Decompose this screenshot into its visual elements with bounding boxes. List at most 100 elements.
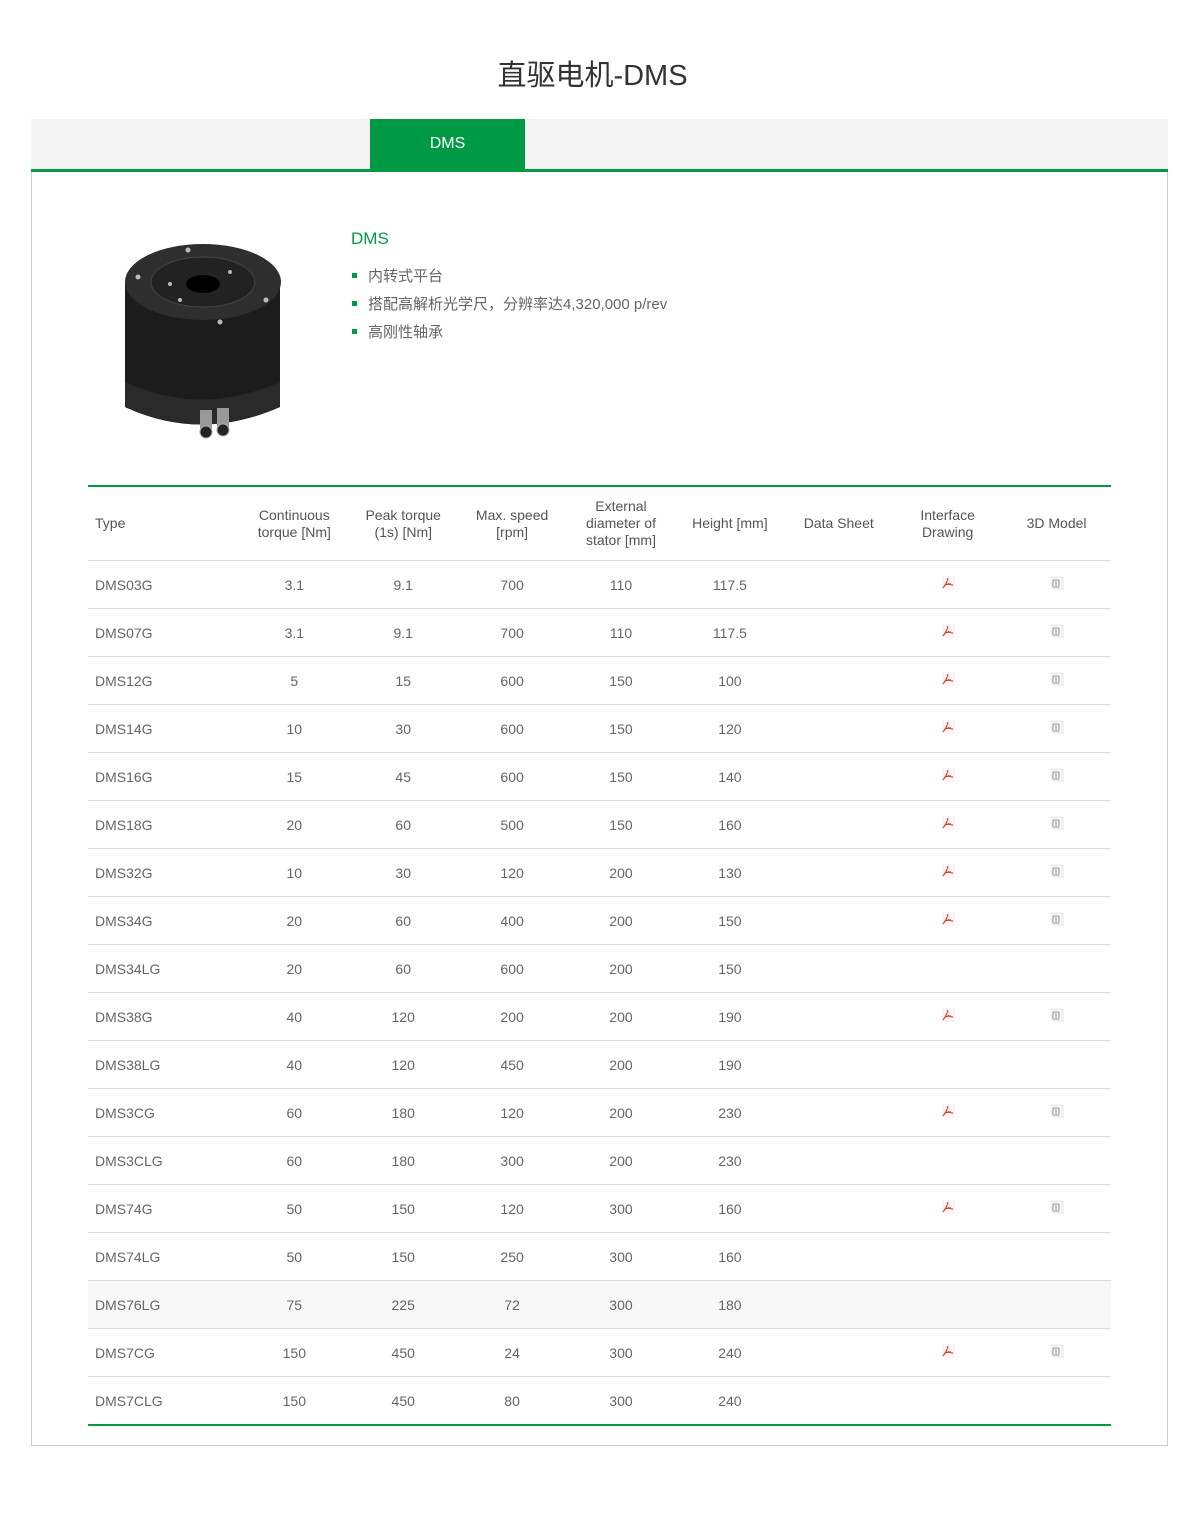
pdf-icon[interactable] — [941, 624, 955, 638]
spec-cell: 45 — [348, 752, 458, 801]
interface-drawing-cell — [893, 1280, 1003, 1329]
table-row: DMS74LG 50 150 250 300 160 — [88, 1232, 1111, 1281]
table-row: DMS16G 15 45 600 150 140 — [88, 752, 1111, 801]
3d-model-file-icon[interactable] — [1050, 1008, 1064, 1022]
pdf-icon[interactable] — [941, 1344, 955, 1358]
spec-cell: 80 — [457, 1376, 567, 1425]
data-sheet-cell — [784, 656, 894, 705]
3d-model-file-icon[interactable] — [1050, 864, 1064, 878]
spec-cell: 20 — [239, 944, 349, 993]
interface-drawing-cell — [893, 992, 1003, 1041]
3d-model-cell — [1002, 656, 1111, 705]
table-row: DMS18G 20 60 500 150 160 — [88, 800, 1111, 849]
type-cell: DMS34G — [88, 896, 240, 945]
3d-model-cell — [1002, 1280, 1111, 1329]
spec-cell: 250 — [457, 1232, 567, 1281]
spec-cell: 10 — [239, 704, 349, 753]
type-cell: DMS12G — [88, 656, 240, 705]
table-row: DMS32G 10 30 120 200 130 — [88, 848, 1111, 897]
3d-model-cell — [1002, 848, 1111, 897]
interface-drawing-cell — [893, 608, 1003, 657]
product-panel — [31, 172, 1168, 1446]
spec-cell: 300 — [566, 1184, 676, 1233]
spec-cell: 700 — [457, 608, 567, 657]
3d-model-file-icon[interactable] — [1050, 576, 1064, 590]
3d-model-file-icon[interactable] — [1050, 624, 1064, 638]
data-sheet-cell — [784, 800, 894, 849]
spec-cell: 60 — [348, 800, 458, 849]
table-row: DMS34LG 20 60 600 200 150 — [88, 944, 1111, 993]
spec-cell: 140 — [675, 752, 785, 801]
data-sheet-cell — [784, 896, 894, 945]
type-cell: DMS74LG — [88, 1232, 240, 1281]
spec-cell: 160 — [675, 800, 785, 849]
spec-cell: 120 — [348, 1040, 458, 1089]
table-row: DMS07G 3.1 9.1 700 110 117.5 — [88, 608, 1111, 657]
type-cell: DMS74G — [88, 1184, 240, 1233]
feature-item: 高刚性轴承 — [352, 322, 667, 350]
3d-model-file-icon[interactable] — [1050, 720, 1064, 734]
data-sheet-cell — [784, 560, 894, 609]
product-title: DMS — [351, 229, 389, 248]
pdf-icon[interactable] — [941, 864, 955, 878]
type-cell: DMS3CG — [88, 1088, 240, 1137]
pdf-icon[interactable] — [941, 720, 955, 734]
spec-cell: 500 — [457, 800, 567, 849]
spec-cell: 200 — [457, 992, 567, 1041]
spec-cell: 150 — [239, 1328, 349, 1377]
spec-cell: 600 — [457, 944, 567, 993]
3d-model-file-icon[interactable] — [1050, 1200, 1064, 1214]
spec-cell: 40 — [239, 1040, 349, 1089]
spec-cell: 15 — [348, 656, 458, 705]
spec-cell: 60 — [348, 944, 458, 993]
bullet-icon — [352, 300, 357, 306]
spec-cell: 400 — [457, 896, 567, 945]
3d-model-file-icon[interactable] — [1050, 768, 1064, 782]
data-sheet-cell — [784, 944, 894, 993]
spec-cell: 10 — [239, 848, 349, 897]
3d-model-cell — [1002, 800, 1111, 849]
spec-cell: 130 — [675, 848, 785, 897]
feature-text: 搭配高解析光学尺，分辨率达4,320,000 p/rev — [368, 296, 668, 313]
3d-model-cell — [1002, 1328, 1111, 1377]
type-cell: DMS32G — [88, 848, 240, 897]
pdf-icon[interactable] — [941, 1008, 955, 1022]
3d-model-cell — [1002, 1376, 1111, 1425]
spec-cell: 120 — [348, 992, 458, 1041]
data-sheet-cell — [784, 752, 894, 801]
feature-text: 内转式平台 — [368, 268, 444, 285]
3d-model-file-icon[interactable] — [1050, 816, 1064, 830]
spec-cell: 450 — [348, 1328, 458, 1377]
table-row: DMS34G 20 60 400 200 150 — [88, 896, 1111, 945]
pdf-icon[interactable] — [941, 1104, 955, 1118]
interface-drawing-cell — [893, 1376, 1003, 1425]
data-sheet-cell — [784, 704, 894, 753]
spec-cell: 150 — [348, 1184, 458, 1233]
pdf-icon[interactable] — [941, 912, 955, 926]
interface-drawing-cell — [893, 1328, 1003, 1377]
interface-drawing-cell — [893, 752, 1003, 801]
3d-model-file-icon[interactable] — [1050, 672, 1064, 686]
pdf-icon[interactable] — [941, 816, 955, 830]
spec-cell: 150 — [566, 704, 676, 753]
spec-cell: 150 — [675, 944, 785, 993]
pdf-icon[interactable] — [941, 1200, 955, 1214]
pdf-icon[interactable] — [941, 576, 955, 590]
feature-item: 内转式平台 — [352, 266, 667, 294]
3d-model-file-icon[interactable] — [1050, 1104, 1064, 1118]
type-cell: DMS7CG — [88, 1328, 240, 1377]
spec-cell: 150 — [566, 800, 676, 849]
tab-bar: DMS — [31, 119, 1168, 172]
3d-model-file-icon[interactable] — [1050, 912, 1064, 926]
interface-drawing-cell — [893, 1088, 1003, 1137]
spec-cell: 190 — [675, 992, 785, 1041]
tab-dms[interactable]: DMS — [370, 119, 525, 169]
3d-model-file-icon[interactable] — [1050, 1344, 1064, 1358]
pdf-icon[interactable] — [941, 768, 955, 782]
spec-cell: 150 — [566, 656, 676, 705]
pdf-icon[interactable] — [941, 672, 955, 686]
3d-model-cell — [1002, 608, 1111, 657]
spec-cell: 190 — [675, 1040, 785, 1089]
3d-model-cell — [1002, 1232, 1111, 1281]
product-image — [125, 244, 281, 439]
